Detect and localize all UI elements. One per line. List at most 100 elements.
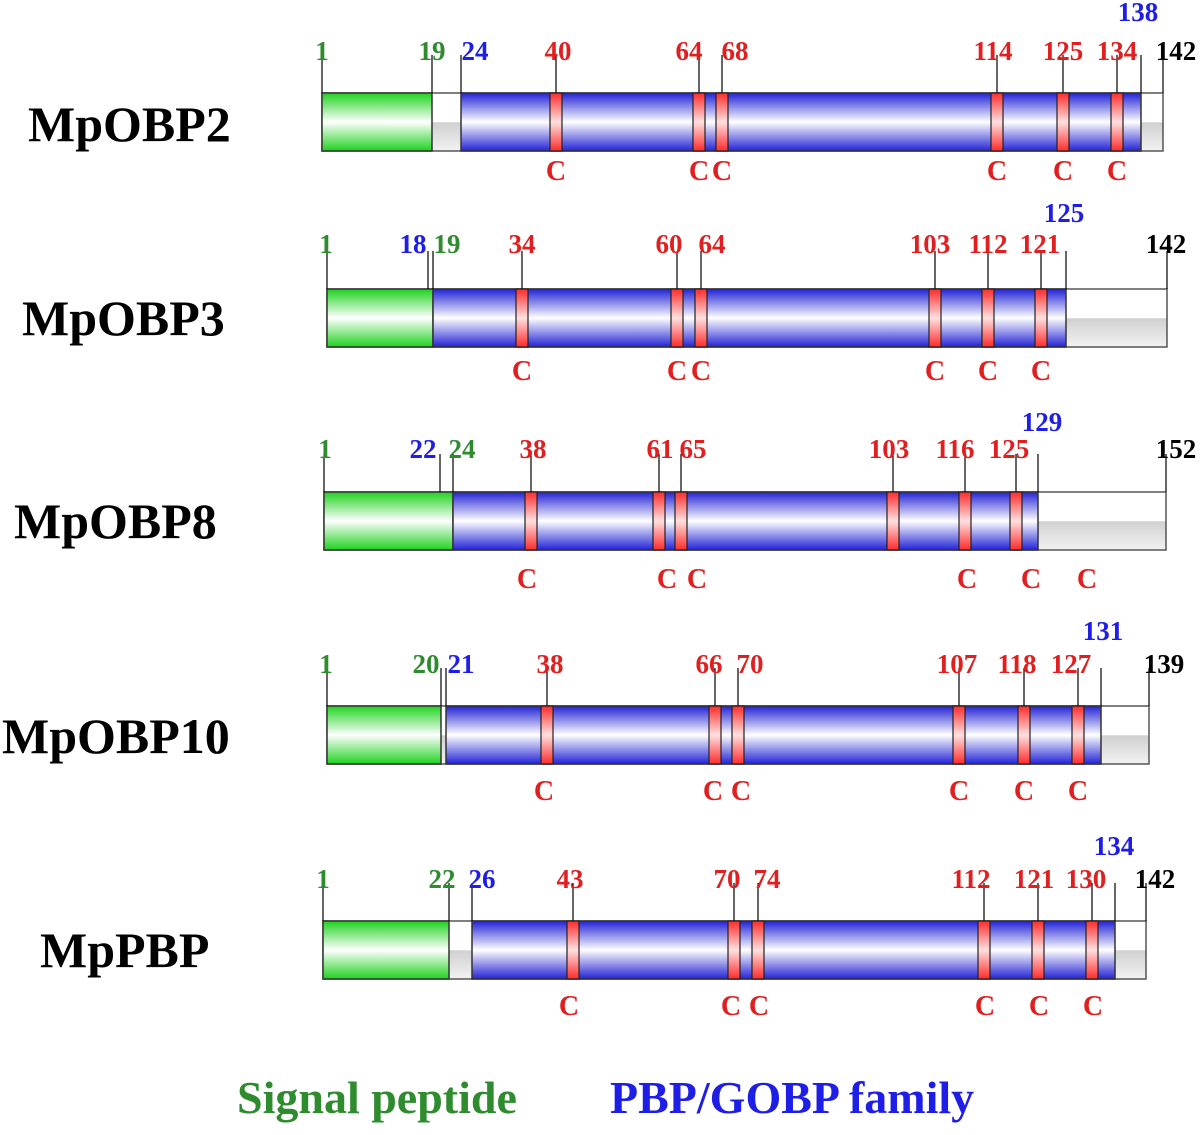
cysteine-band [652,491,666,551]
cysteine-letter: C [534,776,554,807]
cysteine-letter: C [1031,356,1051,387]
cysteine-letter: C [925,356,945,387]
cysteine-position-label: 116 [935,434,974,464]
signal-end-label: 19 [419,36,446,66]
cysteine-position-label: 64 [699,229,726,259]
cysteine-position-label: 121 [1014,864,1055,894]
cysteine-letter: C [689,156,709,187]
family-end-label: 131 [1083,616,1124,646]
cysteine-letter: C [1014,776,1034,807]
family-end-label: 134 [1094,831,1135,861]
cysteine-letter: C [1021,564,1041,595]
cysteine-letter: C [1029,991,1049,1022]
signal-start-label: 1 [315,36,329,66]
cysteine-position-label: 64 [676,36,703,66]
signal-start-label: 1 [316,864,330,894]
cysteine-letter: C [687,564,707,595]
signal-end-label: 20 [413,649,440,679]
cysteine-letter: C [1077,564,1097,595]
cysteine-band [566,920,580,980]
cysteine-band [977,920,991,980]
cysteine-position-label: 121 [1020,229,1061,259]
protein-row-mpobp3: MpOBP3 34 C 60 C 64 C 103 C 112 C 121 C 1 18 19 125 142 [22,198,1186,387]
pbp-gobp-family-domain [460,92,1142,152]
protein-row-mpobp8: MpOBP8 38 C 61 C 65 C 103 C 116 C 125 C 1 22 24 129 152 [14,407,1196,595]
cysteine-letter: C [512,356,532,387]
cysteine-band [670,288,684,348]
cysteine-band [1071,705,1085,765]
cysteine-position-label: 66 [696,649,723,679]
cysteine-band [886,491,900,551]
length-label: 152 [1156,434,1197,464]
cysteine-letter: C [721,991,741,1022]
cysteine-position-label: 130 [1066,864,1107,894]
cysteine-position-label: 114 [973,36,1012,66]
cysteine-band [540,705,554,765]
cysteine-band [515,288,529,348]
signal-peptide-domain [326,288,434,348]
family-start-label: 21 [448,649,475,679]
family-start-label: 22 [410,434,437,464]
cysteine-band [990,92,1004,152]
family-end-label: 138 [1118,0,1159,27]
protein-name: MpOBP2 [28,96,231,152]
protein-row-mpobp10: MpOBP10 38 C 66 C 70 C 107 C 118 C 127 C 1 20 21 131 139 [2,616,1184,807]
signal-peptide-domain [321,92,433,152]
cysteine-letter: C [975,991,995,1022]
cysteine-letter: C [987,156,1007,187]
cysteine-band [928,288,942,348]
cysteine-position-label: 60 [656,229,683,259]
cysteine-letter: C [1107,156,1127,187]
cysteine-letter: C [546,156,566,187]
signal-start-label: 1 [319,229,333,259]
cysteine-position-label: 74 [754,864,781,894]
cysteine-band [674,491,688,551]
pbp-gobp-family-domain [432,288,1067,348]
signal-peptide-domain [322,920,450,980]
family-end-label: 125 [1044,198,1085,228]
cysteine-band [952,705,966,765]
cysteine-band [1009,491,1023,551]
cysteine-band [1034,288,1048,348]
cysteine-letter: C [749,991,769,1022]
family-start-label: 26 [469,864,496,894]
length-label: 142 [1156,36,1197,66]
cysteine-position-label: 70 [737,649,764,679]
legend-family: PBP/GOBP family [610,1072,974,1123]
cysteine-letter: C [559,991,579,1022]
cysteine-position-label: 112 [951,864,990,894]
cysteine-band [1031,920,1045,980]
cysteine-band [692,92,706,152]
protein-name: MpOBP3 [22,290,225,346]
cysteine-letter: C [949,776,969,807]
cysteine-position-label: 70 [714,864,741,894]
signal-start-label: 1 [319,649,333,679]
cysteine-letter: C [712,156,732,187]
cysteine-position-label: 40 [545,36,572,66]
cysteine-letter: C [517,564,537,595]
cysteine-band [708,705,722,765]
cysteine-band [958,491,972,551]
cysteine-band [751,920,765,980]
cysteine-position-label: 127 [1051,649,1092,679]
cysteine-letter: C [957,564,977,595]
cysteine-position-label: 112 [968,229,1007,259]
cysteine-position-label: 61 [647,434,674,464]
cysteine-position-label: 34 [509,229,536,259]
family-end-label: 129 [1022,407,1063,437]
cysteine-band [1085,920,1099,980]
signal-end-label: 24 [449,434,476,464]
signal-start-label: 1 [318,434,332,464]
protein-name: MpPBP [40,922,209,978]
cysteine-band [727,920,741,980]
cysteine-position-label: 107 [937,649,978,679]
cysteine-band [1110,92,1124,152]
cysteine-letter: C [731,776,751,807]
cysteine-position-label: 43 [557,864,584,894]
protein-name: MpOBP10 [2,708,230,764]
signal-end-label: 22 [429,864,456,894]
cysteine-letter: C [657,564,677,595]
cysteine-letter: C [667,356,687,387]
